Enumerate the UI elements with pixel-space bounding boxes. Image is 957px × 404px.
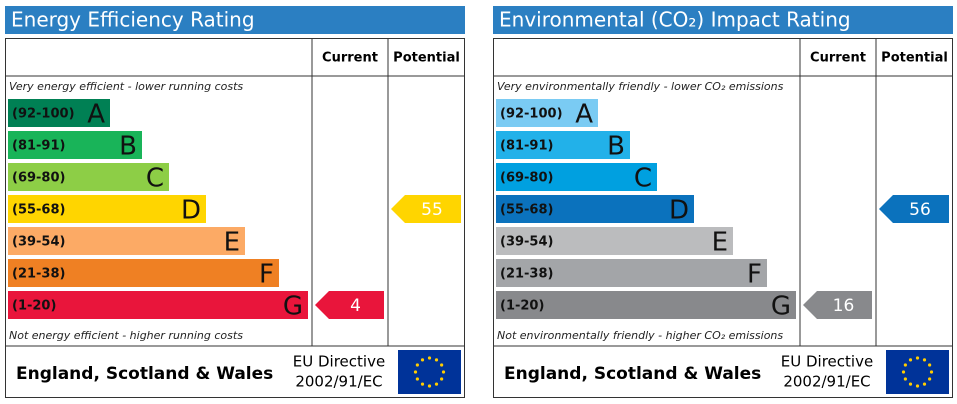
bottom-note: Not environmentally friendly - higher CO… bbox=[497, 329, 783, 342]
band bbox=[8, 227, 245, 255]
band-range: (81-91) bbox=[12, 139, 65, 154]
flag-star bbox=[427, 356, 432, 360]
band-range: (92-100) bbox=[12, 107, 75, 122]
band bbox=[496, 131, 630, 159]
title-bar bbox=[5, 6, 465, 34]
band bbox=[8, 163, 169, 191]
region: England, Scotland & Wales bbox=[16, 364, 273, 384]
band-letter: F bbox=[259, 260, 274, 290]
rating-arrow bbox=[803, 291, 872, 319]
frame bbox=[5, 38, 465, 398]
rating-value: 16 bbox=[833, 296, 855, 316]
flag-star bbox=[922, 382, 927, 386]
band bbox=[496, 195, 694, 223]
band bbox=[8, 195, 206, 223]
band bbox=[8, 131, 142, 159]
flag-star bbox=[915, 356, 920, 360]
top-note: Very energy efficient - lower running co… bbox=[9, 80, 243, 93]
band-range: (21-38) bbox=[500, 267, 553, 282]
band-letter: E bbox=[712, 228, 728, 258]
flag-star bbox=[928, 377, 932, 381]
band bbox=[496, 163, 657, 191]
directive: EU Directive bbox=[781, 353, 873, 371]
band bbox=[8, 291, 308, 319]
flag-star bbox=[922, 358, 927, 362]
flag-star bbox=[434, 358, 439, 362]
flag-star bbox=[915, 384, 920, 388]
band-letter: G bbox=[283, 292, 303, 322]
band-letter: B bbox=[119, 132, 137, 162]
band-letter: G bbox=[771, 292, 791, 322]
flag-star bbox=[929, 370, 934, 374]
flag-star bbox=[434, 382, 439, 386]
band bbox=[496, 291, 796, 319]
band-letter: B bbox=[607, 132, 625, 162]
flag-star bbox=[427, 384, 432, 388]
band-range: (55-68) bbox=[500, 203, 553, 218]
flag-star bbox=[415, 377, 419, 381]
directive: 2002/91/EC bbox=[295, 373, 382, 391]
flag-star bbox=[440, 363, 444, 367]
band-range: (1-20) bbox=[12, 299, 56, 314]
flag-star bbox=[908, 382, 913, 386]
rating-arrow bbox=[315, 291, 384, 319]
flag-star bbox=[440, 377, 444, 381]
band-letter: A bbox=[575, 100, 593, 130]
frame bbox=[493, 38, 953, 398]
rating-arrow bbox=[391, 195, 461, 223]
flag-star bbox=[413, 370, 418, 374]
band-range: (55-68) bbox=[12, 203, 65, 218]
rating-value: 55 bbox=[421, 200, 443, 220]
band bbox=[8, 259, 279, 287]
band-range: (81-91) bbox=[500, 139, 553, 154]
flag-star bbox=[415, 363, 419, 367]
band-range: (69-80) bbox=[500, 171, 553, 186]
directive: EU Directive bbox=[293, 353, 385, 371]
bottom-note: Not energy efficient - higher running co… bbox=[9, 329, 243, 342]
column-header: Current bbox=[810, 51, 866, 66]
flag-star bbox=[420, 382, 425, 386]
band-letter: C bbox=[146, 164, 164, 194]
panel-title: Environmental (CO₂) Impact Rating bbox=[499, 8, 851, 32]
band-range: (39-54) bbox=[500, 235, 553, 250]
column-header: Potential bbox=[881, 51, 948, 66]
panel-title: Energy Efficiency Rating bbox=[11, 8, 255, 32]
rating-value: 56 bbox=[909, 200, 931, 220]
flag-star bbox=[908, 358, 913, 362]
band bbox=[496, 99, 598, 127]
column-header: Current bbox=[322, 51, 378, 66]
band-letter: D bbox=[181, 196, 201, 226]
band-range: (1-20) bbox=[500, 299, 544, 314]
rating-value: 4 bbox=[350, 296, 361, 316]
flag-star bbox=[441, 370, 446, 374]
band-letter: D bbox=[669, 196, 689, 226]
rating-arrow bbox=[879, 195, 949, 223]
band-range: (21-38) bbox=[12, 267, 65, 282]
band bbox=[8, 99, 110, 127]
flag-star bbox=[928, 363, 932, 367]
band bbox=[496, 259, 767, 287]
flag-star bbox=[901, 370, 906, 374]
band-letter: E bbox=[224, 228, 240, 258]
band-letter: A bbox=[87, 100, 105, 130]
band-letter: C bbox=[634, 164, 652, 194]
band-range: (92-100) bbox=[500, 107, 563, 122]
band-range: (39-54) bbox=[12, 235, 65, 250]
region: England, Scotland & Wales bbox=[504, 364, 761, 384]
flag-star bbox=[420, 358, 425, 362]
title-bar bbox=[493, 6, 953, 34]
top-note: Very environmentally friendly - lower CO… bbox=[497, 80, 784, 93]
flag-star bbox=[903, 377, 907, 381]
flag-star bbox=[903, 363, 907, 367]
band bbox=[496, 227, 733, 255]
band-range: (69-80) bbox=[12, 171, 65, 186]
band-letter: F bbox=[747, 260, 762, 290]
column-header: Potential bbox=[393, 51, 460, 66]
directive: 2002/91/EC bbox=[783, 373, 870, 391]
